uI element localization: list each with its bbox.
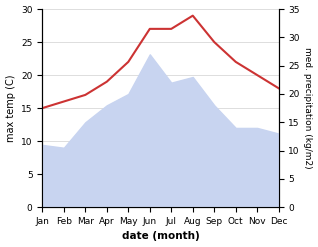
Y-axis label: med. precipitation (kg/m2): med. precipitation (kg/m2): [303, 47, 313, 169]
X-axis label: date (month): date (month): [122, 231, 199, 242]
Y-axis label: max temp (C): max temp (C): [5, 74, 16, 142]
